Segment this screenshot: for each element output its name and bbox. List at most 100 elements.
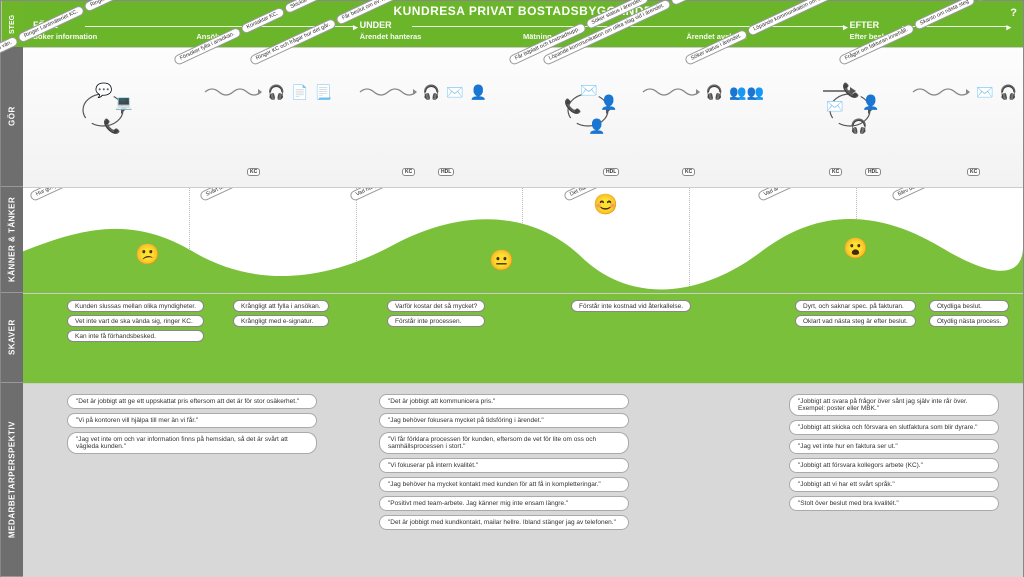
side-labels: GÖR KÄNNER & TÄNKER SKAVER MEDARBETARPER… [1,47,23,577]
medarbetar-col: "Det är jobbigt att ge ett uppskattat pr… [67,394,347,454]
kc-icon: 🎧 [423,84,440,101]
skaver-col: Varför kostar det så mycket?Förstår inte… [387,300,485,327]
pain-chip: Kan inte få förhandsbesked. [67,330,204,342]
kc-icon: 🎧 [850,118,867,135]
phone-icon: 📞 [103,118,120,135]
staff-quote: "Det är jobbigt att kommunicera pris." [379,394,629,409]
kc-label: KC [829,168,842,176]
staff-quote: "Vi på kontoren vill hjälpa till mer än … [67,413,317,428]
phone-icon: 📞 [842,82,859,99]
pain-chip: Vet inte vart de ska vända sig, ringer K… [67,315,204,327]
emotion-face-icon: 😐 [489,248,514,273]
pain-chip: Förstår inte processen. [387,315,485,327]
hdl-label: HDL [438,168,454,176]
mail-icon: ✉️ [976,84,993,101]
icon-cycle: 💬💻 📞 [75,84,131,132]
kc-icon: 🎧 [1000,84,1017,101]
journey-map: STEG KUNDRESA PRIVAT BOSTADSBYGGANDE ? F… [0,0,1024,577]
staff-quote: "Jag behöver ha mycket kontakt med kunde… [379,477,629,492]
medarbetar-col: "Det är jobbigt att kommunicera pris." "J… [379,394,629,530]
icon-cycle: ✉️👤👤📞 [560,84,616,132]
skaver-col: Dyrt, och saknar spec. på fakturan. Oklar… [795,300,916,327]
row-skaver: Kunden slussas mellan olika myndigheter.… [23,293,1023,383]
staff-quote: "Jag behöver fokusera mycket på tidsföri… [379,413,629,428]
staff-quote: "Jag vet inte hur en faktura ser ut." [789,439,999,454]
emotion-face-icon: 😕 [135,242,160,267]
icon-row: 🎧✉️👤 [359,84,487,101]
body: Pratar med vän.Ringer Lantmäteriet KC.Ri… [23,47,1023,577]
flow-arrow-icon [642,85,700,101]
flow-arrow-icon [912,85,970,101]
staff-quote: "Jobbigt att försvara kollegors arbete (… [789,458,999,473]
row-kanner: Hur gör jag?Hur lång tid tar det?Vem kan… [23,187,1023,293]
staff-quote: "Vi fokuserar på intern kvalitét." [379,458,629,473]
kc-label: KC [967,168,980,176]
gor-stage: Ringer KC och frågar hur det går.Får bes… [348,56,498,183]
side-skaver: SKAVER [1,293,23,383]
phone-icon: 📞 [564,98,581,115]
mail-icon: ✉️ [580,82,597,99]
gor-stage: Söker status i ärendet.Löpande kommunika… [775,56,925,183]
icon-cycle: 📞👤 🎧 ✉️ [822,84,878,132]
kc-icon: 🎧 [706,84,723,101]
emotion-face-icon: 😊 [593,192,618,217]
flow-arrow-icon [359,85,417,101]
staff-quote: "Vi får förklara processen för kunden, e… [379,432,629,454]
hdl-icon: 👤 [862,94,879,111]
pain-chip: Oklart vad nästa steg är efter beslut. [795,315,916,327]
skaver-col: Krångligt att fylla i ansökan. Krångligt … [233,300,329,327]
hdl-icon: 👤 [470,84,487,101]
kc-label: KC [247,168,260,176]
help-icon: ? [1010,7,1017,19]
icon-row: 🎧 📄 📃 [204,84,332,101]
kc-label: KC [682,168,695,176]
icon-row: 🎧 👥👥 [642,84,764,101]
gor-stage: Försöker fylla i ansökan.Kontaktar KC.Sk… [193,56,343,183]
staff-quote: "Jobbigt att vi har ett svårt språk." [789,477,999,492]
hdl-icon: 👤 [600,94,617,111]
pain-chip: Kunden slussas mellan olika myndigheter. [67,300,204,312]
hdl-label: HDL [603,168,619,176]
chat-icon: 💬 [95,82,112,99]
person-icon: 👤 [588,118,605,135]
gor-stage: Pratar med vän.Ringer Lantmäteriet KC.Ri… [28,56,178,183]
phase-row: FÖRE▸ Söker informationAnsöker UNDER▸ Är… [33,20,1013,41]
file-icon: 📃 [315,84,332,101]
laptop-icon: 💻 [115,94,132,111]
skaver-col: Kunden slussas mellan olika myndigheter.… [67,300,204,342]
icon-row: ✉️🎧📄📃 [912,84,1024,101]
doc-icon: 📄 [291,84,308,101]
pain-chip: Dyrt, och saknar spec. på fakturan. [795,300,916,312]
pain-chip: Krångligt med e-signatur. [233,315,329,327]
row-medarbetar: "Det är jobbigt att ge ett uppskattat pr… [23,383,1023,577]
flow-arrow-icon [204,85,262,101]
gor-stage: Frågor om fakturan innehåll.Skanto om nä… [913,56,1024,183]
medarbetar-col: "Jobbigt att svara på frågor över sånt j… [789,394,999,511]
staff-quote: "Jobbigt att svara på frågor över sånt j… [789,394,999,416]
kanner-stage: Blev beslutet som jag ville?Vad betyder … [895,192,1023,220]
pain-chip: Otydlig nästa process. [929,315,1009,327]
staff-quote: "Det är jobbigt att ge ett uppskattat pr… [67,394,317,409]
title: KUNDRESA PRIVAT BOSTADSBYGGANDE [33,4,1013,18]
pain-chip: Otydliga beslut. [929,300,1009,312]
staff-quote: "Det är jobbigt med kundkontakt, mailar … [379,515,629,530]
kc-label: KC [402,168,415,176]
hdl-label: HDL [865,168,881,176]
skaver-col: Otydliga beslut. Otydlig nästa process. [929,300,1009,327]
side-medarbetar: MEDARBETARPERSPEKTIV [1,383,23,577]
staff-quote: "Jag vet inte om och var information fin… [67,432,317,454]
kanner-stage: Vad är det jag betalt för? [761,192,833,220]
people-icon: 👥👥 [729,84,764,101]
staff-quote: "Positivt med team-arbete. Jag känner mi… [379,496,629,511]
row-gor: Pratar med vän.Ringer Lantmäteriet KC.Ri… [23,47,1023,187]
pain-chip: Krångligt att fylla i ansökan. [233,300,329,312]
staff-quote: "Jobbigt att skicka och försvara en slut… [789,420,999,435]
side-kanner: KÄNNER & TÄNKER [1,187,23,293]
mail-icon: ✉️ [826,98,843,115]
staff-quote: "Stolt över beslut med bra kvalitét." [789,496,999,511]
side-gor: GÖR [1,47,23,187]
pain-chip: Förstår inte kostnad vid återkallelse. [571,300,691,312]
gor-stage: Löpande kommunikation om olika slag vid … [628,56,778,183]
skaver-col: Förstår inte kostnad vid återkallelse. [571,300,691,312]
kc-icon: 🎧 [268,84,285,101]
